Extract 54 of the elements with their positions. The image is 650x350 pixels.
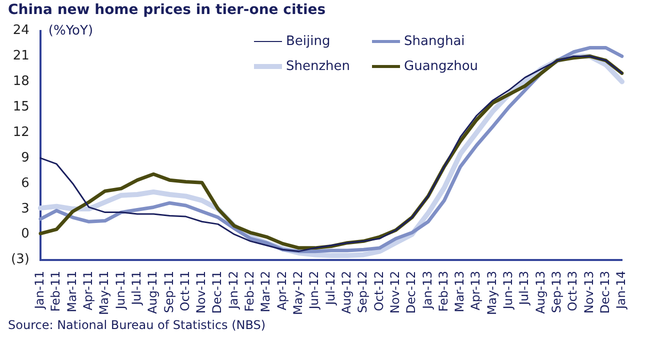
x-tick-label: Nov-11: [194, 270, 208, 314]
x-tick-label: Feb-11: [48, 270, 63, 312]
source-note: Source: National Bureau of Statistics (NBS): [8, 318, 267, 332]
y-tick-label: (3): [10, 252, 30, 268]
x-tick-label: Apr-11: [81, 270, 96, 310]
y-axis-title: (%YoY): [48, 24, 94, 39]
x-tick-label: Dec-12: [404, 270, 418, 314]
y-tick-label: 24: [12, 23, 30, 38]
legend-label: Beijing: [286, 34, 330, 49]
x-tick-label: Dec-13: [598, 270, 612, 314]
y-tick-label: 0: [21, 226, 30, 242]
y-tick-label: 18: [12, 74, 30, 90]
y-tick-label: 21: [12, 48, 30, 64]
x-tick-label: Nov-13: [582, 270, 596, 314]
x-tick-label: Jan-12: [226, 270, 240, 310]
x-tick-label: Jul-12: [323, 270, 338, 306]
chart-title: China new home prices in tier-one cities: [8, 2, 327, 20]
x-tick-label: May-11: [97, 270, 112, 316]
x-tick-label: Jul-11: [129, 270, 144, 306]
y-tick-label: 15: [12, 100, 30, 115]
x-tick-label: Dec-11: [210, 270, 224, 314]
x-tick-label: Jan-11: [32, 270, 47, 310]
y-tick-label: 12: [12, 124, 30, 140]
x-tick-label: Mar-11: [64, 270, 79, 312]
x-tick-label: Apr-13: [468, 270, 483, 310]
x-tick-label: Mar-12: [258, 270, 273, 312]
x-tick-label: Mar-13: [452, 270, 467, 312]
x-tick-label: Sep-12: [356, 270, 370, 314]
y-tick-label: 6: [21, 176, 30, 191]
y-tick-label: 3: [21, 201, 30, 216]
x-tick-label: Oct-12: [372, 270, 386, 312]
x-tick-label: Feb-12: [242, 270, 257, 312]
x-tick-label: Oct-13: [566, 270, 580, 312]
legend-label: Guangzhou: [404, 59, 478, 74]
x-tick-label: Jun-11: [113, 270, 128, 310]
x-tick-label: Aug-12: [339, 270, 354, 314]
x-tick-label: Jan-14: [614, 270, 628, 310]
x-tick-label: Oct-11: [178, 270, 192, 312]
y-tick-label: 9: [21, 150, 30, 166]
x-tick-label: Jun-12: [307, 270, 322, 310]
x-tick-label: Jun-13: [501, 270, 516, 310]
legend-label: Shanghai: [404, 34, 465, 49]
x-tick-label: Nov-12: [388, 270, 402, 314]
x-tick-label: Jan-13: [420, 270, 434, 310]
x-tick-label: May-12: [291, 270, 306, 316]
x-tick-label: Feb-13: [436, 270, 450, 312]
x-tick-label: Apr-12: [274, 270, 289, 310]
legend-label: Shenzhen: [286, 59, 350, 74]
x-tick-label: Sep-13: [550, 270, 564, 314]
x-tick-label: Aug-11: [146, 270, 160, 314]
x-tick-label: May-13: [484, 270, 499, 316]
x-tick-label: Sep-11: [162, 270, 176, 314]
x-tick-label: Jul-13: [517, 270, 532, 306]
x-tick-label: Aug-13: [533, 270, 548, 314]
